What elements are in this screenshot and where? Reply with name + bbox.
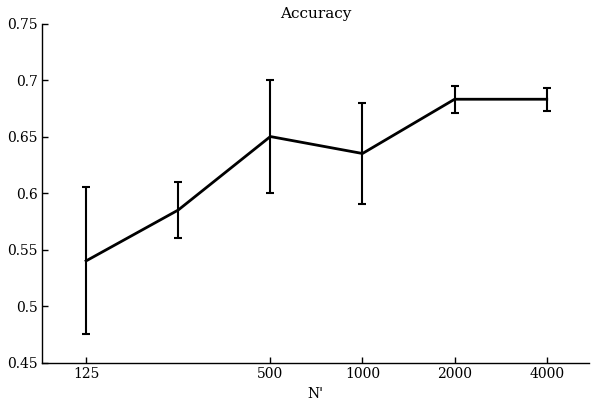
Title: Accuracy: Accuracy [280, 7, 352, 21]
X-axis label: N': N' [308, 387, 324, 401]
